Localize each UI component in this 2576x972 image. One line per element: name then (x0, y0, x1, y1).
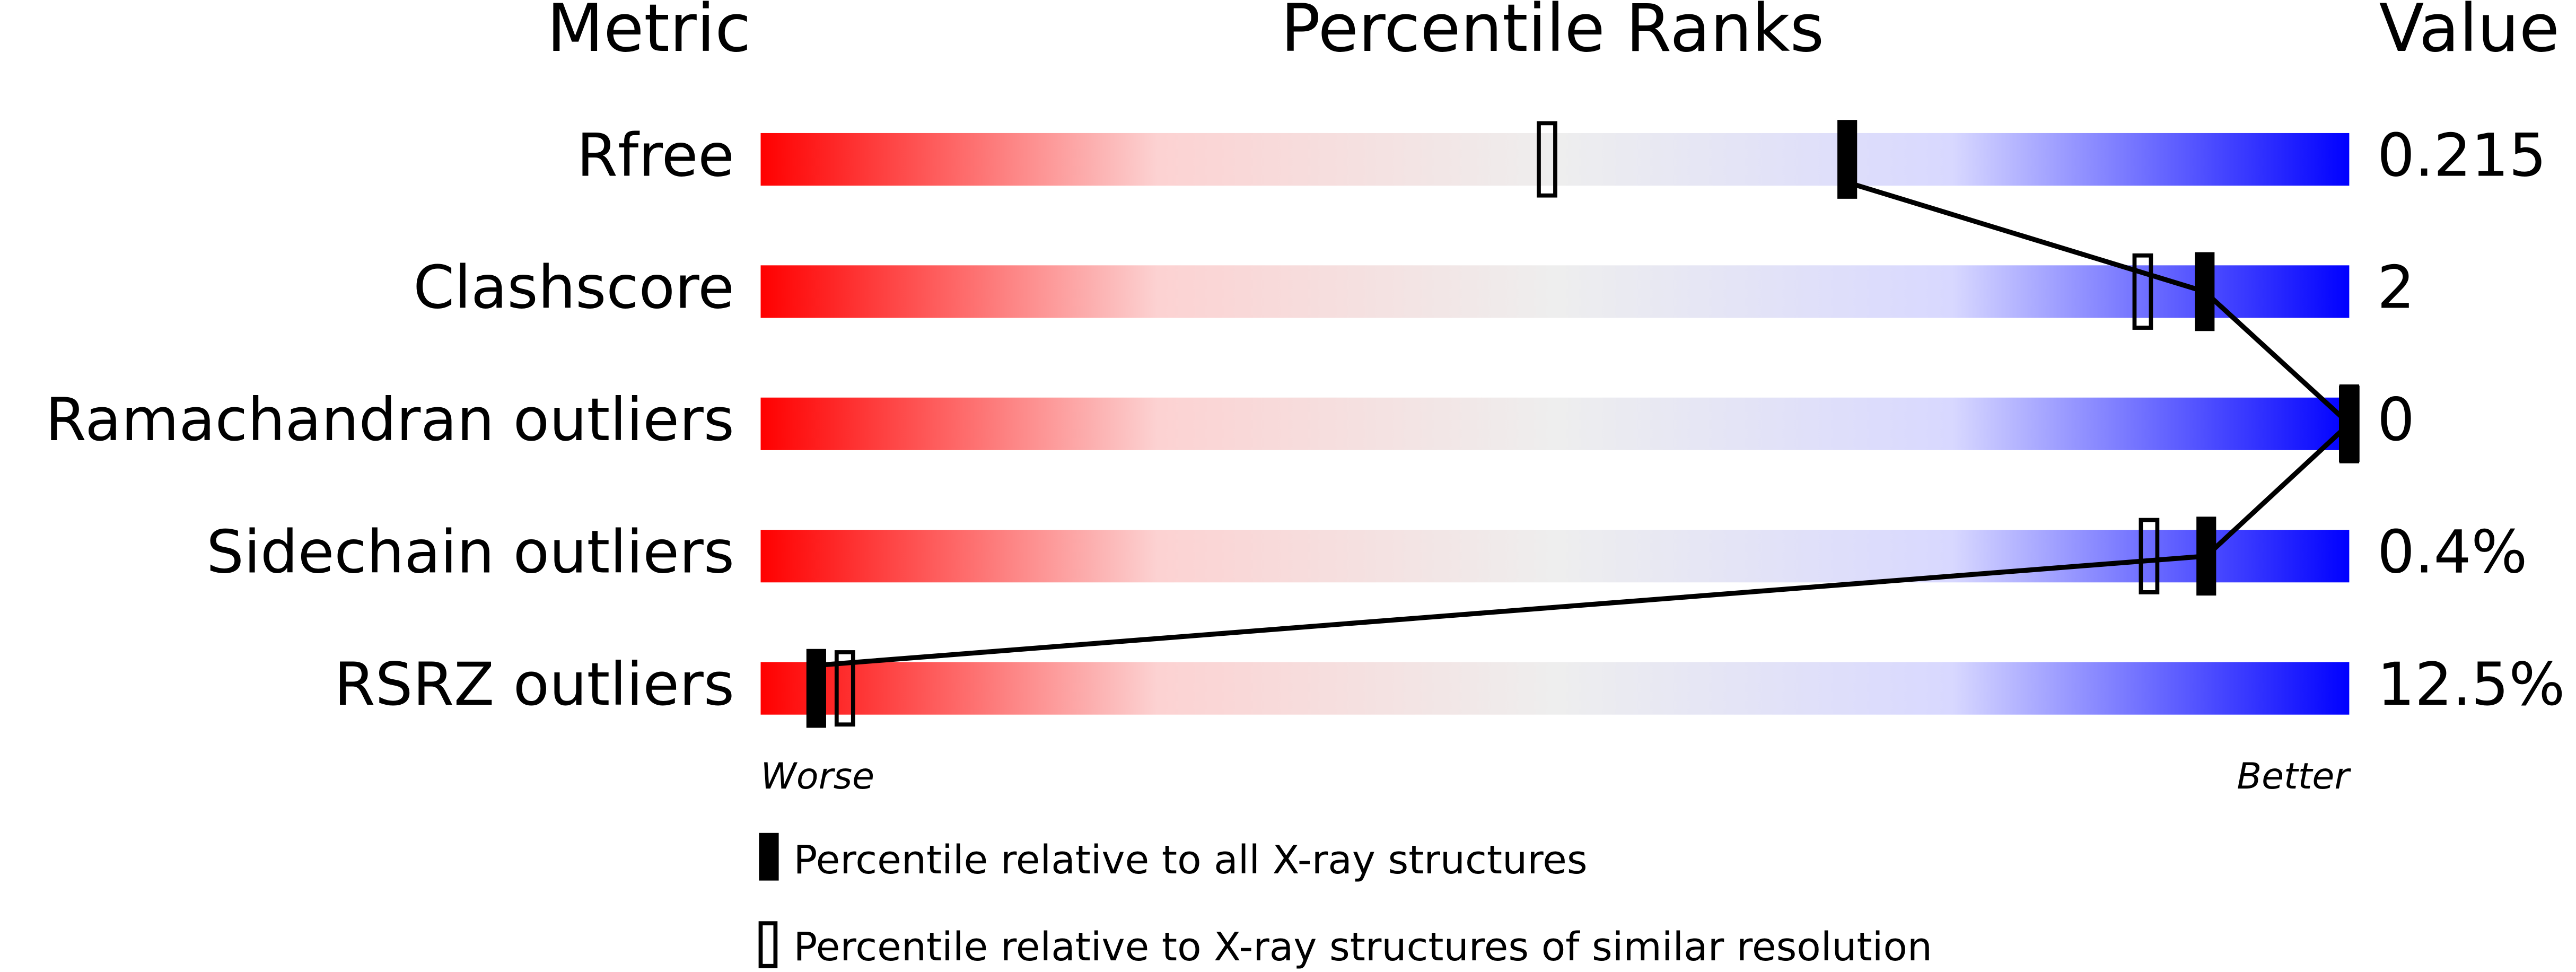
all-structures-marker (806, 649, 826, 728)
metric-value: 12.5% (2377, 650, 2565, 719)
value-header: Value (2379, 0, 2560, 67)
metric-label: Sidechain outliers (206, 518, 734, 586)
legend-swatch (759, 833, 779, 881)
legend-label: Percentile relative to X-ray structures … (793, 924, 1932, 970)
metric-header: Metric (547, 0, 751, 67)
similar-resolution-marker (2139, 518, 2160, 594)
percentile-bar (760, 265, 2350, 318)
percentile-bar (760, 662, 2350, 715)
metric-label: Clashscore (413, 253, 734, 322)
metric-value: 0.215 (2377, 121, 2546, 190)
percentile-bar (760, 530, 2350, 583)
similar-resolution-marker (1537, 121, 1557, 198)
metric-label: Rfree (577, 121, 734, 190)
better-label: Better (2237, 756, 2351, 798)
similar-resolution-marker (2132, 253, 2153, 330)
legend-label: Percentile relative to all X-ray structu… (793, 837, 1587, 883)
legend-swatch (758, 921, 778, 968)
metric-label: RSRZ outliers (334, 650, 734, 719)
percentile-header: Percentile Ranks (1281, 0, 1824, 67)
metric-value: 2 (2377, 253, 2415, 322)
connector-line (816, 180, 2353, 668)
worse-label: Worse (761, 756, 875, 798)
metric-label: Ramachandran outliers (45, 386, 734, 454)
metric-value: 0.4% (2377, 518, 2527, 586)
metric-value: 0 (2377, 386, 2415, 454)
similar-resolution-marker (834, 650, 855, 727)
percentile-bar (760, 397, 2350, 450)
